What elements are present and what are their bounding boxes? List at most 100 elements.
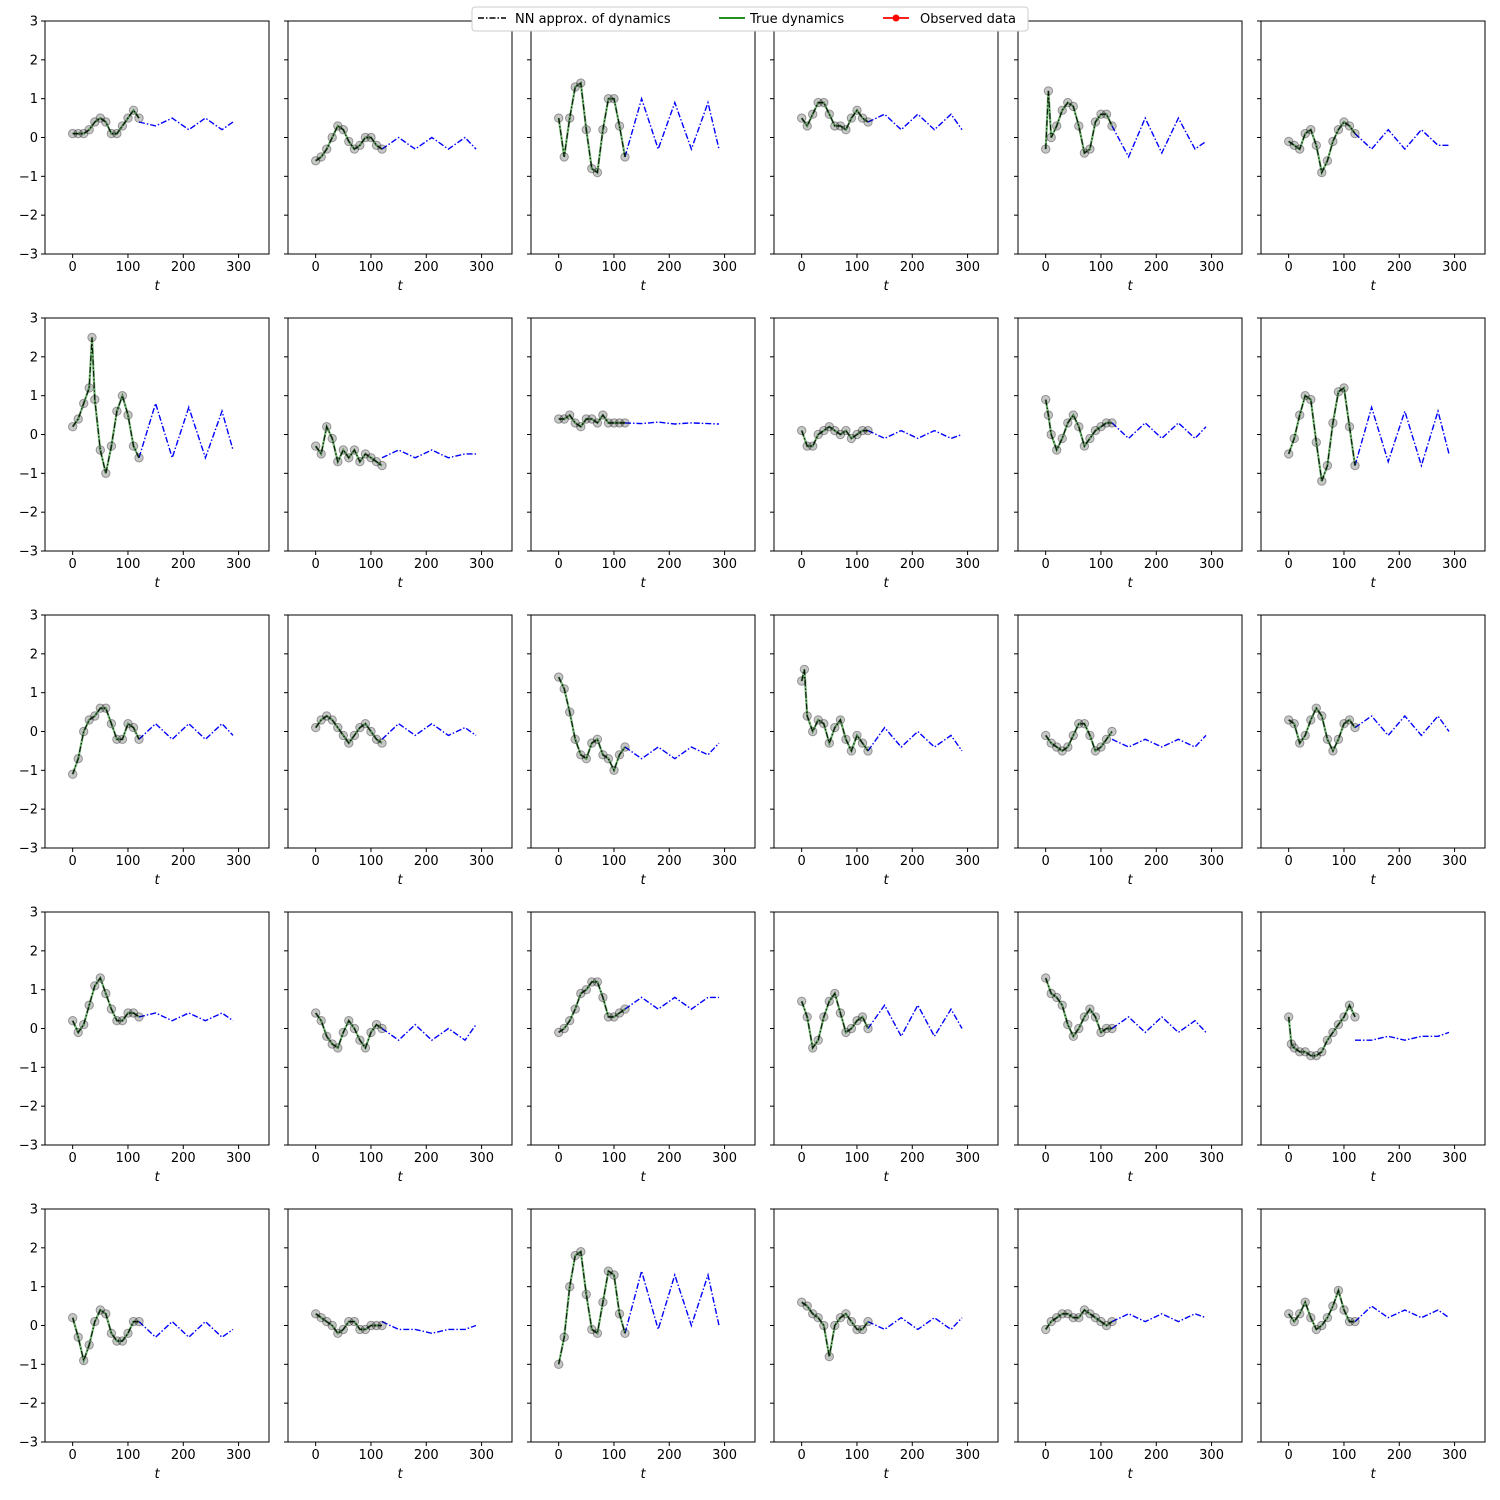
x-tick-label: 200 [1387, 260, 1412, 275]
subplot-6: 0 100 200 300 t [1257, 20, 1486, 294]
observed-data-point [73, 1332, 83, 1342]
nn-approx-line [72, 109, 140, 135]
x-axis-label: t [397, 279, 403, 294]
observed-data-point [841, 1309, 851, 1319]
plot-area [1284, 1285, 1450, 1335]
observed-data-point [73, 1027, 83, 1038]
observed-data-point [808, 1309, 818, 1319]
nn-extrapolation-line [1111, 421, 1207, 440]
observed-data-point [1350, 722, 1360, 733]
nn-approx-line [558, 676, 626, 772]
nn-approx-line [1288, 121, 1356, 175]
x-tick-label: 0 [555, 854, 563, 869]
observed-data-point [1074, 719, 1084, 729]
observed-data-point [1057, 105, 1067, 116]
observed-data-point [1333, 1019, 1344, 1030]
observed-data-point [311, 441, 321, 451]
axes-frame [44, 317, 270, 552]
observed-data-point [559, 684, 569, 694]
nn-extrapolation-line [1111, 1313, 1207, 1323]
observed-data-point [565, 707, 575, 717]
axes-frame [773, 1208, 999, 1443]
observed-data-point [587, 1324, 597, 1335]
x-tick-label: 0 [555, 1448, 563, 1463]
x-tick-label: 300 [712, 854, 737, 869]
observed-data-point [311, 1008, 321, 1018]
x-tick-label: 100 [1332, 1151, 1357, 1166]
observed-data-point [117, 121, 128, 131]
nn-extrapolation-line [867, 726, 963, 752]
observed-data-point [1063, 1309, 1073, 1319]
true-dynamics-line [71, 707, 140, 775]
axes-frame [530, 317, 756, 552]
observed-data-point [1311, 703, 1322, 713]
x-tick-label: 200 [171, 1151, 196, 1166]
x-tick-label: 100 [1089, 854, 1114, 869]
nn-extrapolation-line [867, 429, 963, 440]
observed-data-point [1046, 738, 1056, 748]
x-tick-label: 0 [1042, 854, 1050, 869]
x-tick-label: 0 [555, 260, 563, 275]
observed-data-point [1344, 1316, 1355, 1327]
observed-data-point [554, 113, 564, 123]
observed-data-point [371, 140, 382, 151]
axes-frame [287, 317, 513, 552]
x-tick-label: 300 [469, 854, 494, 869]
x-tick-label: 0 [1042, 1448, 1050, 1463]
observed-data-point [1043, 410, 1054, 420]
observed-data-point [1068, 730, 1079, 741]
observed-data-point [1295, 738, 1305, 748]
observed-data-point [1289, 140, 1299, 151]
x-tick-label: 300 [226, 260, 251, 275]
observed-data-point [824, 1351, 834, 1362]
observed-data-point [366, 1320, 376, 1331]
observed-data-point [797, 1297, 807, 1307]
axes-frame [773, 614, 999, 849]
plot-area [68, 973, 234, 1038]
nn-approx-line [1288, 1288, 1355, 1331]
observed-data-point [68, 1313, 78, 1323]
x-tick-label: 100 [359, 260, 384, 275]
observed-data-point [830, 121, 840, 131]
observed-data-point [1339, 1012, 1349, 1022]
plot-area [554, 78, 720, 178]
x-tick-label: 200 [171, 854, 196, 869]
observed-data-point [797, 996, 807, 1006]
observed-data-point [570, 82, 580, 92]
x-tick-label: 200 [1387, 557, 1412, 572]
observed-data-point [603, 754, 614, 764]
x-tick-label: 0 [312, 557, 320, 572]
observed-data-point [134, 113, 144, 123]
x-tick-label: 300 [469, 1448, 494, 1463]
observed-data-point [1284, 1012, 1294, 1022]
observed-data-point [857, 738, 868, 748]
observed-data-point [835, 715, 846, 725]
observed-data-point [1079, 1305, 1090, 1315]
observed-data-point [1085, 433, 1095, 444]
plot-area [797, 422, 963, 451]
x-tick-label: 100 [602, 260, 627, 275]
nn-approx-line [1045, 90, 1113, 155]
observed-data-point [1328, 418, 1338, 428]
x-tick-label: 100 [602, 1151, 627, 1166]
observed-data-point [371, 1019, 382, 1030]
observed-data-point [1322, 734, 1333, 744]
observed-data-point [1107, 418, 1117, 428]
observed-data-point [852, 429, 862, 440]
axes-frame [530, 614, 756, 849]
x-axis-label: t [397, 1170, 403, 1185]
nn-extrapolation-line [1111, 734, 1207, 748]
y-tick-label: 2 [30, 647, 38, 662]
x-axis-label: t [1370, 279, 1376, 294]
observed-data-point [1306, 715, 1316, 725]
observed-data-point [603, 1012, 614, 1022]
observed-data-point [1311, 1324, 1322, 1335]
observed-data-point [846, 113, 857, 123]
plot-area [311, 1008, 477, 1053]
observed-data-point [90, 1316, 100, 1327]
observed-data-point [1074, 1023, 1084, 1034]
legend: NN approx. of dynamics True dynamics Obs… [471, 6, 1029, 32]
x-tick-label: 100 [845, 1448, 870, 1463]
x-tick-label: 300 [955, 854, 980, 869]
